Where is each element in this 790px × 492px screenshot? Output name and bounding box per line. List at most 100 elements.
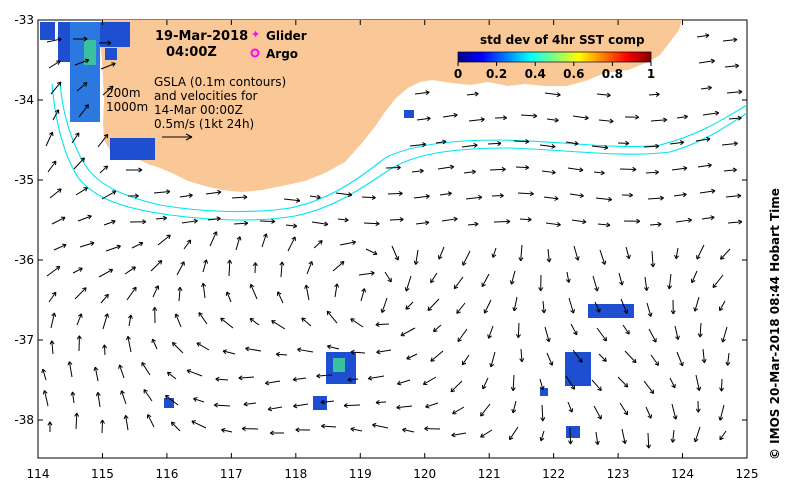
velocity-arrow <box>598 353 607 362</box>
velocity-arrowhead <box>474 91 479 97</box>
velocity-arrow <box>595 431 599 445</box>
velocity-arrowhead <box>367 375 373 381</box>
velocity-arrowhead <box>480 433 485 438</box>
velocity-arrowhead <box>334 283 340 288</box>
velocity-arrowhead <box>166 234 171 240</box>
velocity-arrowhead <box>518 257 524 262</box>
velocity-arrowhead <box>654 361 660 366</box>
gsla-note-line2: and velocities for <box>154 89 258 103</box>
velocity-arrowhead <box>221 427 226 433</box>
velocity-arrow <box>489 168 506 171</box>
velocity-arrow <box>509 426 519 440</box>
velocity-arrowhead <box>480 412 485 417</box>
velocity-arrow <box>186 369 203 377</box>
velocity-arrow <box>598 119 614 122</box>
velocity-arrow <box>624 350 637 364</box>
velocity-arrowhead <box>321 423 326 429</box>
velocity-arrowhead <box>70 391 76 396</box>
velocity-arrow <box>676 116 688 119</box>
y-axis: -33 -34 -35 -36 -37 -38 <box>14 13 747 427</box>
velocity-arrow <box>94 366 99 382</box>
velocity-arrowhead <box>510 387 516 392</box>
velocity-arrowhead <box>220 317 225 323</box>
velocity-arrowhead <box>453 216 458 222</box>
velocity-arrow <box>306 261 313 275</box>
velocity-arrowhead <box>711 188 716 194</box>
velocity-arrow <box>372 424 389 429</box>
velocity-arrowhead <box>582 219 587 225</box>
velocity-arrowhead <box>499 193 504 199</box>
velocity-arrowhead <box>632 166 637 172</box>
velocity-arrow <box>539 144 556 148</box>
velocity-arrow <box>595 197 612 201</box>
velocity-arrow <box>405 275 412 292</box>
velocity-arrowhead <box>701 358 707 364</box>
colorbar-tick-label: 0.2 <box>486 67 507 81</box>
velocity-arrow <box>397 379 411 385</box>
velocity-arrowhead <box>201 282 207 288</box>
velocity-arrowhead <box>483 309 489 314</box>
velocity-arrow <box>728 117 742 120</box>
velocity-arrowhead <box>83 36 88 42</box>
velocity-arrow <box>696 244 705 260</box>
velocity-arrowhead <box>279 261 285 266</box>
velocity-arrowhead <box>622 439 627 444</box>
velocity-arrowhead <box>449 164 455 170</box>
gsla-note-line1: GSLA (0.1m contours) <box>154 75 286 89</box>
velocity-arrow <box>157 234 171 246</box>
velocity-arrowhead <box>489 362 495 368</box>
velocity-arrowhead <box>551 169 556 175</box>
velocity-arrow <box>313 240 323 249</box>
velocity-arrow <box>147 414 155 428</box>
velocity-arrow <box>453 276 464 290</box>
velocity-arrow <box>622 324 630 335</box>
velocity-arrowhead <box>690 278 696 284</box>
velocity-arrowhead <box>174 313 180 318</box>
velocity-arrowhead <box>238 375 243 381</box>
velocity-arrowhead <box>548 361 554 366</box>
velocity-arrow <box>461 144 478 148</box>
velocity-arrowhead <box>545 337 551 343</box>
velocity-arrowhead <box>75 132 80 137</box>
velocity-arrowhead <box>394 256 400 261</box>
velocity-arrow <box>596 327 607 342</box>
velocity-arrowhead <box>447 191 452 197</box>
velocity-arrow <box>400 327 416 337</box>
velocity-arrow <box>671 167 688 171</box>
velocity-arrowhead <box>442 139 447 145</box>
velocity-arrow <box>719 430 727 441</box>
velocity-arrow <box>425 402 439 408</box>
velocity-arrow <box>205 191 222 195</box>
velocity-arrow <box>539 378 544 390</box>
velocity-arrow <box>482 377 489 390</box>
velocity-arrowhead <box>56 81 62 87</box>
velocity-arrowhead <box>650 263 656 268</box>
velocity-arrow <box>456 302 466 314</box>
velocity-arrowhead <box>573 330 578 336</box>
velocity-arrowhead <box>594 287 599 292</box>
velocity-arrowhead <box>215 376 220 382</box>
velocity-arrow <box>50 81 62 95</box>
velocity-arrowhead <box>252 262 258 267</box>
velocity-arrowhead <box>619 281 624 286</box>
velocity-arrowhead <box>738 89 743 95</box>
velocity-arrow <box>222 350 236 355</box>
velocity-arrow <box>228 259 231 277</box>
velocity-arrow <box>648 328 657 343</box>
velocity-arrowhead <box>399 217 404 222</box>
velocity-arrowhead <box>82 82 88 87</box>
velocity-arrowhead <box>480 117 485 123</box>
colorbar-gradient <box>457 51 652 63</box>
velocity-arrow <box>293 377 307 381</box>
velocity-arrow <box>150 260 163 272</box>
isobath-200m <box>59 81 748 213</box>
velocity-arrow <box>384 271 392 283</box>
colorbar-tick-label: 0.6 <box>563 67 584 81</box>
velocity-arrowhead <box>437 255 443 260</box>
velocity-arrow <box>676 351 684 367</box>
velocity-arrow <box>647 432 650 449</box>
velocity-arrow <box>480 403 491 417</box>
velocity-arrow <box>183 239 192 250</box>
velocity-arrow <box>243 402 257 405</box>
velocity-arrow <box>487 142 501 145</box>
